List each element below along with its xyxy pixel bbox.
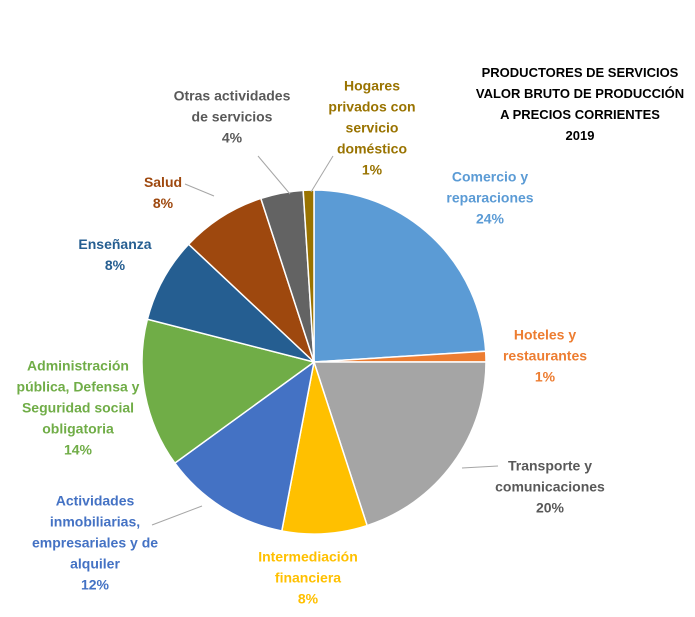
leader-line: [310, 155, 334, 193]
pie-slice: [173, 360, 316, 532]
category-label: Hoteles y restaurantes: [502, 326, 588, 364]
category-label: Salud: [143, 174, 183, 190]
leader-line: [257, 155, 291, 195]
leader-line: [184, 183, 215, 197]
category-label: Enseñanza: [78, 236, 152, 252]
title-line: A PRECIOS CORRIENTES: [500, 107, 660, 122]
category-label: Comercio y reparaciones: [446, 168, 534, 206]
pie-slice: [302, 189, 315, 363]
value-label: 4%: [221, 129, 243, 146]
leader-line: [461, 465, 499, 469]
category-label: Otras actividades de servicios: [173, 87, 291, 125]
value-label: 24%: [475, 210, 505, 227]
slice-label: Salud 8%: [133, 172, 193, 214]
value-label: 12%: [80, 576, 110, 593]
slice-label: Enseñanza 8%: [65, 234, 165, 276]
pie-slice: [312, 361, 487, 527]
category-label: Actividades inmobiliarias, empresariales…: [31, 492, 159, 572]
pie-slice: [141, 318, 316, 465]
category-label: Administración pública, Defensa y Seguri…: [16, 357, 140, 437]
slice-label: Administración pública, Defensa y Seguri…: [11, 356, 146, 461]
value-label: 8%: [104, 257, 126, 273]
title-line: VALOR BRUTO DE PRODUCCIÓN: [475, 86, 685, 101]
value-label: 8%: [297, 590, 319, 607]
title-line: PRODUCTORES DE SERVICIOS: [481, 65, 679, 80]
leader-line: [151, 505, 203, 526]
value-label: 1%: [361, 161, 383, 178]
slice-label: Comercio y reparaciones 24%: [430, 167, 550, 230]
slice-label: Hogares privados con servicio doméstico 1…: [317, 76, 427, 181]
chart-title: PRODUCTORES DE SERVICIOS VALOR BRUTO DE P…: [476, 62, 684, 146]
category-label: Intermediación financiera: [258, 548, 358, 586]
value-label: 14%: [63, 441, 93, 458]
pie-slice: [313, 189, 487, 363]
slice-label: Otras actividades de servicios 4%: [170, 86, 295, 149]
slice-label: Hoteles y restaurantes 1%: [490, 325, 600, 388]
slice-label: Transporte y comunicaciones 20%: [480, 456, 620, 519]
slice-label: Actividades inmobiliarias, empresariales…: [25, 491, 165, 596]
value-label: 20%: [535, 499, 565, 516]
value-label: 8%: [152, 195, 174, 211]
category-label: Hogares privados con servicio doméstico: [328, 77, 416, 157]
category-label: Transporte y comunicaciones: [495, 457, 605, 495]
title-line: 2019: [565, 128, 595, 143]
value-label: 1%: [534, 368, 556, 385]
slice-label: Intermediación financiera 8%: [238, 547, 378, 610]
